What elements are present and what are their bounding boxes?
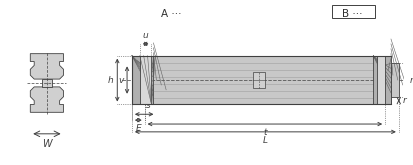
- Text: t: t: [263, 128, 267, 137]
- Text: r: r: [403, 96, 406, 105]
- Bar: [140, 56, 152, 104]
- Text: E: E: [135, 124, 141, 133]
- Bar: [377, 56, 385, 104]
- Text: h: h: [108, 76, 114, 84]
- Polygon shape: [42, 79, 52, 87]
- Text: s: s: [146, 101, 150, 110]
- Bar: [132, 56, 391, 104]
- Text: L: L: [263, 136, 268, 145]
- Bar: [132, 56, 154, 104]
- Polygon shape: [30, 87, 64, 112]
- Bar: [253, 72, 265, 88]
- Bar: [391, 63, 399, 97]
- Text: A ···: A ···: [161, 9, 181, 19]
- Text: n: n: [410, 76, 413, 84]
- Text: W: W: [42, 139, 52, 149]
- Bar: [373, 56, 391, 104]
- Text: u: u: [143, 31, 149, 40]
- Text: B ···: B ···: [342, 9, 362, 19]
- Polygon shape: [30, 54, 64, 79]
- Text: v: v: [119, 76, 124, 84]
- Bar: [332, 5, 375, 18]
